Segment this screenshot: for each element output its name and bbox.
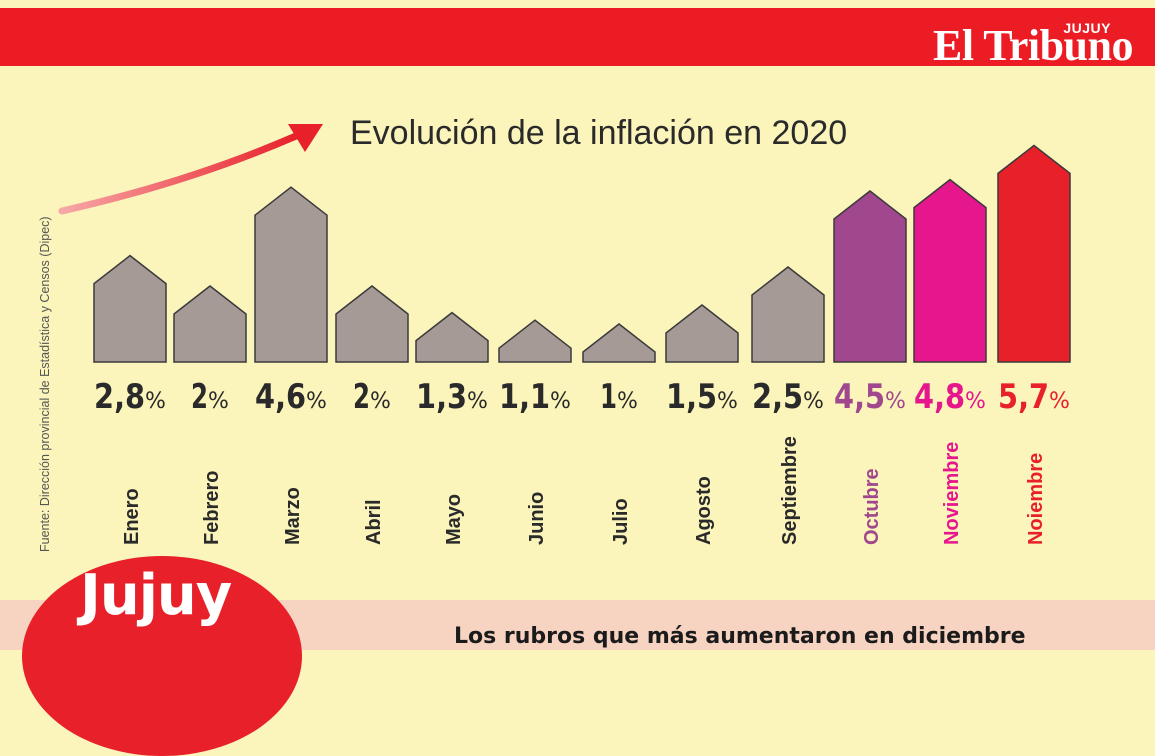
bar-marzo [254, 186, 328, 363]
bar-noiembre [997, 144, 1071, 363]
bar-febrero [173, 285, 247, 363]
value-label: 1% [600, 377, 638, 417]
value-label: 4,6% [255, 377, 327, 417]
bar-abril [335, 285, 409, 363]
value-label: 2,5% [752, 377, 824, 417]
trend-arrow-icon [58, 124, 323, 215]
month-label: Junio [526, 492, 548, 545]
value-label: 2% [191, 377, 229, 417]
month-label: Febrero [201, 471, 223, 545]
bar-mayo [415, 311, 489, 363]
bar-octubre [833, 190, 907, 363]
month-label: Agosto [693, 476, 715, 545]
value-label: 2,8% [94, 377, 166, 417]
brand-logo: El Tribuno [932, 21, 1134, 70]
jujuy-badge-label: Jujuy [80, 563, 232, 628]
month-label: Abril [363, 499, 385, 545]
value-label: 4,5% [834, 377, 906, 417]
month-label: Octubre [861, 468, 883, 545]
bar-julio [582, 323, 656, 363]
inflation-chart: 2,8% 2% 4,6% 2% 1,3% 1,1% 1% 1,5% 2,5% 4,5% 4,8% 5,… [58, 124, 1071, 545]
bar-junio [498, 319, 572, 363]
value-label: 4,8% [914, 377, 986, 417]
chart-title: Evolución de la inflación en 2020 [350, 114, 848, 152]
bar-noviembre [913, 178, 987, 363]
value-label: 2% [353, 377, 391, 417]
brand-region: JUJUY [1063, 20, 1111, 36]
header-bar: JUJUY El Tribuno [0, 8, 1155, 70]
value-label: 5,7% [998, 377, 1070, 417]
rubros-subtitle: Los rubros que más aumentaron en diciemb… [454, 624, 1026, 649]
bar-enero [93, 254, 167, 363]
month-label: Julio [610, 498, 632, 545]
month-label: Noviembre [941, 442, 963, 545]
month-label: Noiembre [1025, 453, 1047, 545]
month-label: Mayo [443, 494, 465, 545]
value-label: 1,5% [666, 377, 738, 417]
bar-septiembre [751, 266, 825, 363]
month-label: Enero [121, 488, 143, 545]
bar-agosto [665, 304, 739, 363]
month-label: Marzo [282, 487, 304, 545]
value-label: 1,1% [499, 377, 571, 417]
value-label: 1,3% [416, 377, 488, 417]
month-label: Septiembre [779, 436, 801, 545]
